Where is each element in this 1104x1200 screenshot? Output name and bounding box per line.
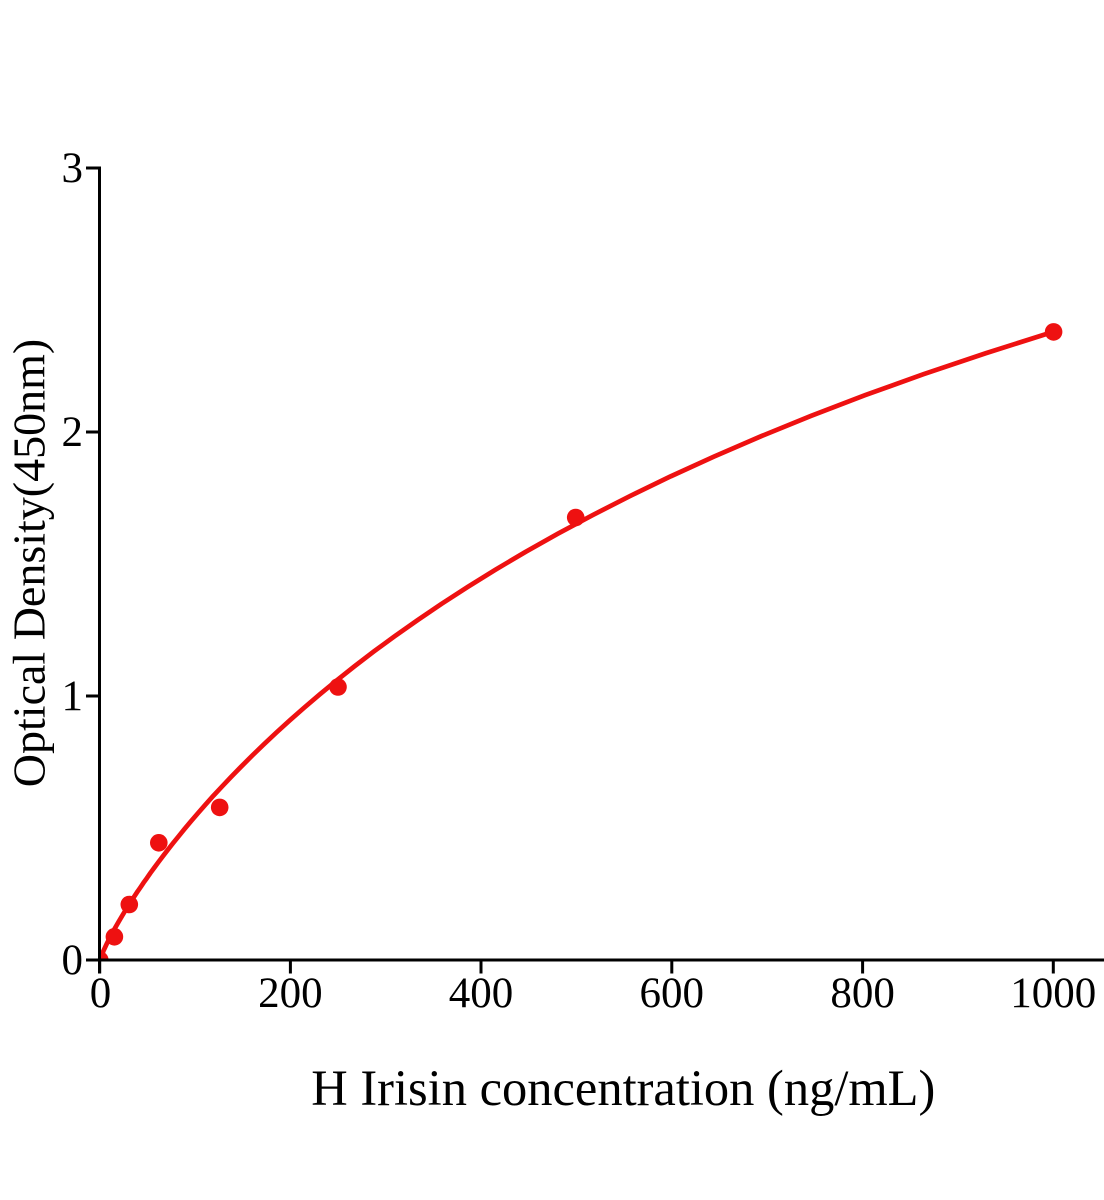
svg-text:600: 600 (640, 970, 705, 1017)
svg-text:0: 0 (90, 970, 112, 1017)
svg-text:Optical Density(450nm): Optical Density(450nm) (4, 339, 55, 787)
svg-text:400: 400 (449, 970, 514, 1017)
svg-text:800: 800 (830, 970, 895, 1017)
svg-text:3: 3 (62, 145, 84, 192)
svg-text:2: 2 (62, 409, 84, 456)
svg-text:200: 200 (258, 970, 323, 1017)
svg-text:1: 1 (62, 673, 84, 720)
svg-text:1000: 1000 (1010, 970, 1096, 1017)
svg-text:0: 0 (62, 937, 84, 984)
svg-text:H Irisin concentration (ng/mL): H Irisin concentration (ng/mL) (311, 1060, 935, 1116)
